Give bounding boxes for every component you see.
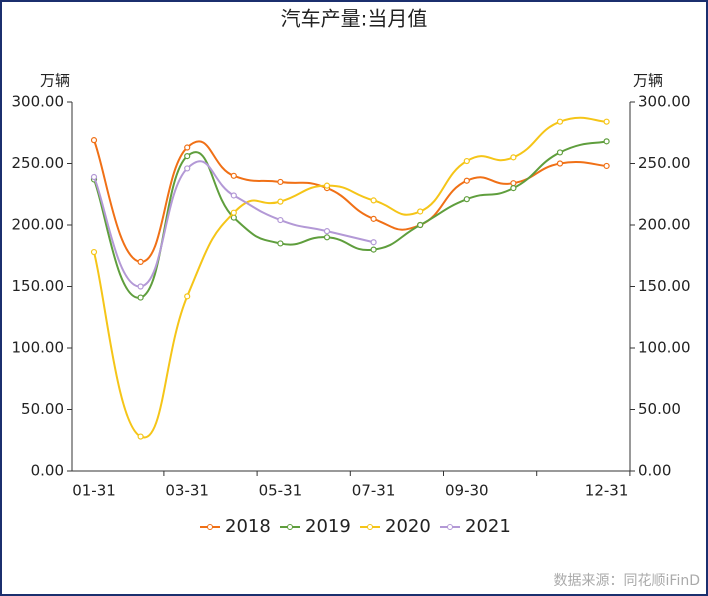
data-point	[90, 137, 98, 144]
data-point	[137, 258, 144, 265]
y2-tick-label: 300.00	[638, 93, 691, 111]
data-point	[230, 172, 237, 179]
data-point	[603, 162, 610, 170]
data-point	[556, 149, 564, 156]
y2-tick-label: 200.00	[638, 216, 691, 234]
series-line	[93, 140, 607, 299]
data-point	[603, 118, 610, 125]
legend-label: 2018	[225, 516, 271, 537]
data-point	[137, 433, 144, 440]
x-tick-label: 03-31	[165, 482, 209, 500]
source-note: 数据来源：同花顺iFinD	[554, 573, 700, 589]
data-point	[510, 154, 517, 161]
legend-label: 2021	[465, 516, 511, 537]
legend-marker	[287, 524, 293, 530]
data-point	[556, 160, 564, 167]
data-point	[463, 196, 470, 203]
x-tick-label: 09-30	[445, 482, 489, 500]
data-point	[417, 208, 424, 215]
data-point	[90, 248, 98, 256]
data-point	[556, 118, 564, 125]
y-tick-label: 250.00	[12, 154, 65, 172]
legend-marker	[207, 524, 213, 530]
y2-axis-label: 万辆	[633, 72, 663, 90]
data-point	[510, 185, 517, 192]
series-line	[93, 160, 374, 288]
data-point	[230, 192, 237, 199]
data-point	[230, 209, 237, 216]
data-point	[463, 157, 470, 165]
data-point	[277, 216, 284, 224]
data-point	[323, 234, 331, 241]
x-tick-label: 07-31	[352, 482, 396, 500]
data-point	[184, 144, 191, 151]
data-point	[463, 177, 470, 184]
data-point	[370, 239, 377, 246]
data-point	[90, 173, 98, 181]
data-point	[137, 294, 144, 301]
y-tick-label: 50.00	[21, 400, 64, 418]
data-point	[603, 138, 610, 145]
data-point	[184, 153, 191, 160]
y2-tick-label: 250.00	[638, 154, 691, 172]
y2-tick-label: 50.00	[638, 400, 681, 418]
x-tick-label: 12-31	[585, 482, 629, 500]
legend-label: 2020	[385, 516, 431, 537]
data-point	[277, 178, 284, 186]
data-point	[277, 240, 284, 247]
x-tick-label: 01-31	[72, 482, 116, 500]
y2-tick-label: 100.00	[638, 339, 691, 357]
chart-title: 汽车产量:当月值	[281, 7, 428, 31]
series-line	[93, 116, 607, 439]
data-point	[184, 293, 191, 300]
data-point	[510, 180, 517, 187]
legend-marker	[367, 524, 373, 530]
data-point	[323, 182, 331, 189]
x-tick-label: 05-31	[259, 482, 303, 500]
y-tick-label: 150.00	[12, 277, 65, 295]
y-axis-label: 万辆	[40, 72, 70, 90]
data-point	[370, 197, 377, 204]
data-point	[370, 215, 377, 222]
y2-tick-label: 150.00	[638, 277, 691, 295]
series-line	[93, 139, 607, 263]
legend-marker	[447, 524, 453, 530]
data-point	[137, 283, 144, 290]
data-point	[323, 228, 331, 235]
y2-tick-label: 0.00	[638, 462, 671, 480]
y-tick-label: 200.00	[12, 216, 65, 234]
data-point	[417, 221, 424, 229]
y-tick-label: 300.00	[12, 93, 65, 111]
data-point	[184, 165, 191, 172]
data-point	[277, 198, 284, 205]
y-tick-label: 0.00	[31, 462, 64, 480]
legend-label: 2019	[305, 516, 351, 537]
y-tick-label: 100.00	[12, 339, 65, 357]
data-point	[370, 246, 377, 253]
